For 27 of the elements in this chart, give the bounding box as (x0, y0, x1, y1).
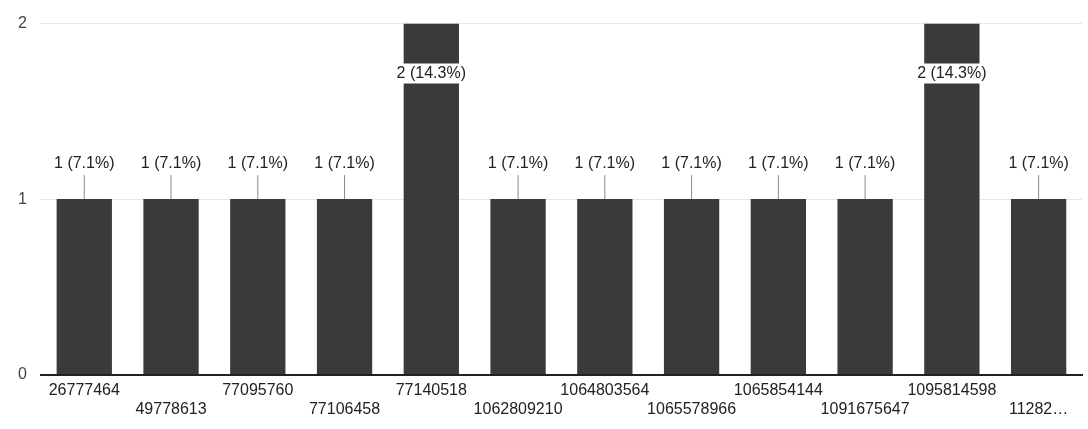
data-label: 2 (14.3%) (917, 64, 987, 82)
x-tick-label: 1065578966 (647, 399, 737, 417)
x-tick-label: 1064803564 (560, 380, 650, 398)
x-tick-label: 77106458 (308, 399, 381, 417)
x-tick-label: 77140518 (395, 380, 468, 398)
data-label: 1 (7.1%) (661, 153, 722, 171)
data-label: 1 (7.1%) (140, 153, 202, 171)
data-label: 2 (14.3%) (396, 64, 466, 82)
data-label: 1 (7.1%) (314, 153, 375, 171)
x-tick-label: 1091675647 (820, 399, 910, 417)
x-tick-label: 1095814598 (907, 380, 997, 398)
x-tick-label: 1062809210 (473, 399, 563, 417)
data-label: 1 (7.1%) (1008, 153, 1069, 171)
data-label: 1 (7.1%) (748, 153, 809, 171)
x-tick-label: 49778613 (135, 399, 207, 417)
data-label: 1 (7.1%) (574, 153, 636, 171)
x-tick-label: 1065854144 (733, 380, 823, 398)
y-tick-label: 2 (17, 14, 27, 32)
y-tick-label: 0 (17, 365, 27, 383)
data-label: 1 (7.1%) (54, 153, 115, 171)
data-label: 1 (7.1%) (834, 153, 896, 171)
x-tick-label: 77095760 (222, 380, 294, 398)
data-label: 1 (7.1%) (227, 153, 289, 171)
x-tick-label: 11282… (1008, 399, 1069, 417)
data-label: 1 (7.1%) (487, 153, 549, 171)
x-tick-label: 26777464 (48, 380, 120, 398)
y-tick-label: 1 (17, 189, 27, 207)
